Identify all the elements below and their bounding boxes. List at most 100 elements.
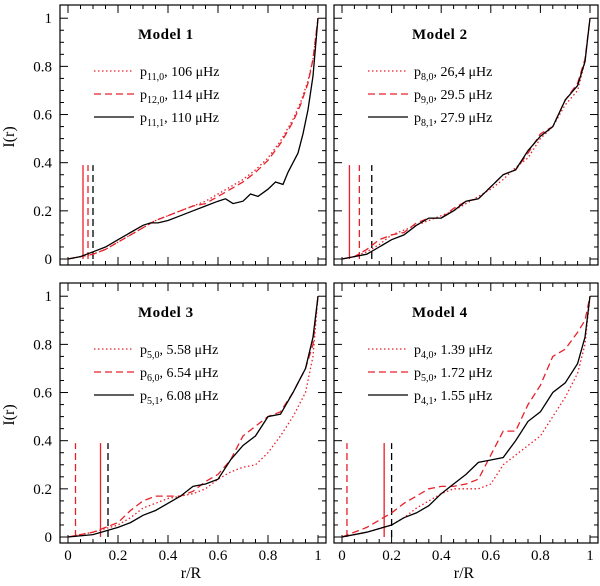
- legend-label-subscript: 12,0: [147, 95, 165, 106]
- x-tick-label: 1: [314, 548, 322, 564]
- y-tick-label: 1: [45, 11, 53, 27]
- x-tick-label: 0.4: [159, 548, 178, 564]
- legend-label: p9,0, 29.5 μHz: [414, 88, 492, 106]
- legend-label-p: p: [414, 88, 421, 103]
- series-line-p12-0: [67, 18, 319, 260]
- y-axis-label-top: I(r): [1, 126, 18, 147]
- legend-label-p: p: [140, 65, 147, 80]
- legend-label: p8,1, 27.9 μHz: [414, 111, 492, 129]
- y-tick-label: 0.6: [33, 386, 52, 402]
- legend-label-value: , 1.55 μHz: [434, 389, 493, 404]
- legend-label-subscript: 5,0: [147, 350, 160, 361]
- legend-label: p5,1, 6.08 μHz: [140, 389, 218, 407]
- legend-label-p: p: [414, 111, 421, 126]
- x-tick-label: 0.2: [109, 548, 128, 564]
- legend-label-subscript: 4,0: [421, 350, 434, 361]
- legend-label-value: , 114 μHz: [165, 88, 220, 103]
- legend-label-p: p: [140, 389, 147, 404]
- legend-label-subscript: 5,1: [147, 396, 160, 407]
- legend-label-subscript: 6,0: [147, 373, 160, 384]
- legend-label: p5,0, 5.58 μHz: [140, 343, 218, 361]
- series-line-p4-0: [341, 296, 591, 538]
- legend-label-subscript: 8,1: [421, 118, 434, 129]
- legend-label: p8,0, 26,4 μHz: [414, 65, 492, 83]
- series-line-p6-0: [67, 296, 319, 538]
- y-axis-label-bottom: I(r): [1, 404, 18, 425]
- legend-label-p: p: [140, 88, 147, 103]
- series-line-p8-0: [341, 18, 591, 260]
- series-line-p5-0: [341, 296, 591, 538]
- series-line-p5-1: [67, 296, 319, 538]
- x-tick-label: 0: [338, 548, 346, 564]
- x-tick-label: 0: [64, 548, 72, 564]
- legend-label: p6,0, 6.54 μHz: [140, 366, 218, 384]
- legend-label: p11,1, 110 μHz: [140, 111, 219, 129]
- y-tick-label: 0.4: [33, 156, 52, 172]
- legend-label-p: p: [140, 111, 147, 126]
- legend-label-subscript: 5,0: [421, 373, 434, 384]
- legend-label-subscript: 11,0: [147, 72, 164, 83]
- x-tick-label: 0.8: [259, 548, 278, 564]
- legend-label: p4,0, 1.39 μHz: [414, 343, 492, 361]
- legend-label-value: , 26,4 μHz: [434, 65, 493, 80]
- x-axis-label-left: r/R: [181, 565, 202, 582]
- legend-label-value: , 110 μHz: [164, 111, 219, 126]
- legend-label-p: p: [414, 366, 421, 381]
- legend-label-p: p: [140, 366, 147, 381]
- legend-label-value: , 6.54 μHz: [160, 366, 219, 381]
- legend-label-p: p: [414, 343, 421, 358]
- y-tick-label: 0.4: [33, 434, 52, 450]
- x-tick-label: 0.6: [209, 548, 228, 564]
- legend-label-value: , 1.72 μHz: [434, 366, 493, 381]
- y-tick-label: 1: [45, 289, 53, 305]
- series-line-p8-1: [341, 18, 591, 260]
- y-tick-label: 0: [45, 252, 53, 268]
- x-tick-label: 0.2: [382, 548, 401, 564]
- legend-label-p: p: [414, 65, 421, 80]
- series-line-p4-1: [341, 296, 591, 538]
- y-tick-label: 0.6: [33, 108, 52, 124]
- legend-label-value: , 5.58 μHz: [160, 343, 219, 358]
- legend-label-value: , 29.5 μHz: [434, 88, 493, 103]
- legend-label: p5,0, 1.72 μHz: [414, 366, 492, 384]
- series-line-p5-0: [67, 296, 319, 538]
- legend-label-subscript: 11,1: [147, 118, 164, 129]
- series-line-p9-0: [341, 18, 591, 260]
- x-tick-label: 1: [586, 548, 594, 564]
- panel-title: Model 3: [138, 305, 194, 321]
- y-tick-label: 0.8: [33, 59, 52, 75]
- legend-label-subscript: 9,0: [421, 95, 434, 106]
- x-tick-label: 0.6: [481, 548, 500, 564]
- panel-title: Model 2: [412, 27, 468, 43]
- y-tick-label: 0.2: [33, 482, 52, 498]
- legend-label: p12,0, 114 μHz: [140, 88, 219, 106]
- legend-label-p: p: [140, 343, 147, 358]
- x-tick-label: 0.4: [432, 548, 451, 564]
- legend-label-value: , 106 μHz: [164, 65, 219, 80]
- legend-label-subscript: 4,1: [421, 396, 434, 407]
- legend-label-value: , 1.39 μHz: [434, 343, 493, 358]
- legend-label: p11,0, 106 μHz: [140, 65, 219, 83]
- legend-label-value: , 6.08 μHz: [160, 389, 219, 404]
- panel-frame: [333, 4, 599, 266]
- series-line-p11-0: [67, 18, 319, 260]
- panel-frame: [333, 282, 599, 544]
- panel-title: Model 4: [412, 305, 468, 321]
- y-tick-label: 0.2: [33, 204, 52, 220]
- x-tick-label: 0.8: [531, 548, 550, 564]
- series-line-p11-1: [67, 18, 319, 260]
- y-tick-label: 0.8: [33, 337, 52, 353]
- legend-label-p: p: [414, 389, 421, 404]
- legend-label: p4,1, 1.55 μHz: [414, 389, 492, 407]
- legend-label-subscript: 8,0: [421, 72, 434, 83]
- legend-label-value: , 27.9 μHz: [434, 111, 493, 126]
- panel-title: Model 1: [138, 27, 194, 43]
- x-axis-label-right: r/R: [454, 565, 475, 582]
- y-tick-label: 0: [45, 530, 53, 546]
